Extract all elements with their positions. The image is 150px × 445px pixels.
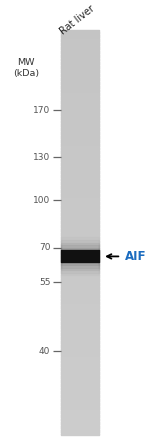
Text: 40: 40 (39, 347, 50, 356)
Text: 70: 70 (39, 243, 50, 252)
Text: 130: 130 (33, 153, 50, 162)
Text: 100: 100 (33, 196, 50, 205)
Text: Rat liver: Rat liver (58, 4, 96, 36)
Text: AIF: AIF (125, 250, 147, 263)
Text: 170: 170 (33, 105, 50, 115)
Text: 55: 55 (39, 278, 50, 287)
Text: MW
(kDa): MW (kDa) (13, 58, 39, 78)
